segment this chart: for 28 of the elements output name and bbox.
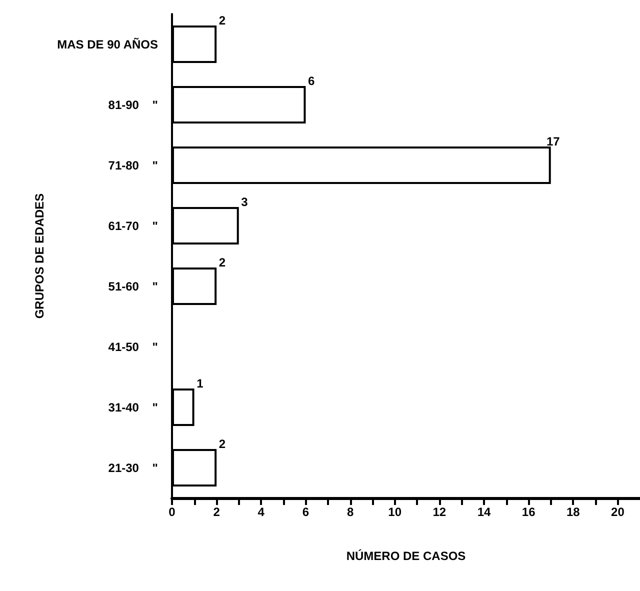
y-tick-label: MAS DE 90 AÑOS: [57, 37, 158, 52]
x-axis-title: NÚMERO DE CASOS: [346, 549, 466, 563]
x-tick-label: 14: [477, 505, 491, 519]
x-tick-label: 16: [522, 505, 536, 519]
x-tick-label: 4: [258, 505, 265, 519]
y-tick-label: 61-70 ": [108, 218, 158, 233]
x-tick-label: 18: [566, 505, 580, 519]
x-tick-label: 2: [213, 505, 220, 519]
y-tick-label: 41-50 ": [108, 340, 158, 354]
y-tick-label: 51-60 ": [108, 279, 158, 294]
y-tick-label: 71-80 ": [108, 158, 158, 172]
y-tick-label: 21-30 ": [108, 460, 158, 475]
data-label: 2: [218, 255, 226, 270]
data-label: 2: [218, 436, 226, 451]
x-tick-label: 6: [302, 505, 310, 519]
y-axis-title: GRUPOS DE EDADES: [32, 193, 47, 319]
y-tick-label: 81-90 ": [108, 98, 158, 112]
y-tick-label: 31-40 ": [108, 400, 158, 414]
data-label: 1: [196, 376, 204, 390]
x-tick-label: 20: [611, 505, 625, 519]
data-label: 17: [546, 134, 560, 148]
x-tick-label: 0: [168, 505, 176, 519]
x-tick-label: 12: [432, 505, 446, 519]
x-tick-label: 8: [346, 505, 354, 519]
x-tick-label: 10: [388, 505, 402, 519]
data-label: 3: [241, 194, 248, 209]
data-label: 2: [218, 13, 226, 28]
data-label: 6: [308, 74, 316, 88]
